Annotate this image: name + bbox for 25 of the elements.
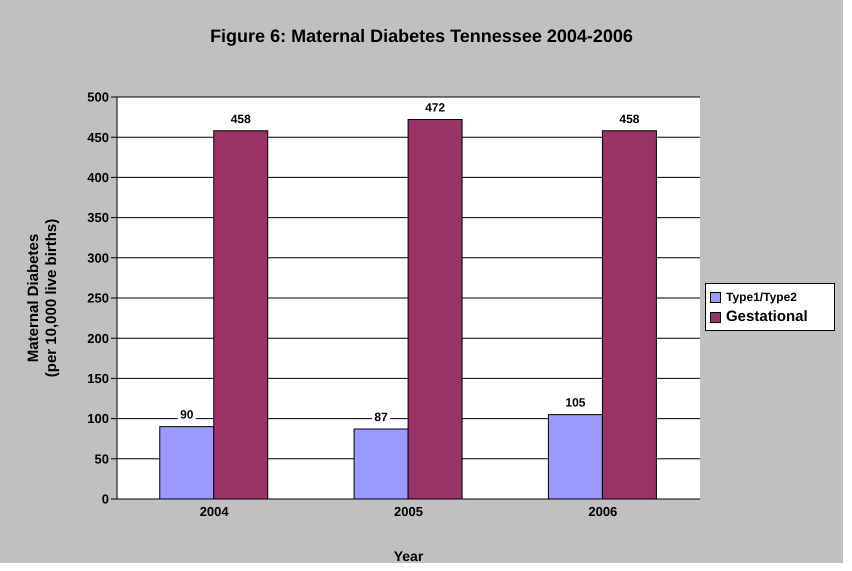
legend-label: Type1/Type2 (726, 289, 797, 306)
y-tick-label: 350 (87, 210, 109, 226)
y-tick-label: 300 (87, 250, 109, 266)
data-label: 87 (374, 410, 388, 424)
y-tick-label: 50 (94, 451, 109, 466)
y-tick-label: 100 (87, 411, 109, 426)
y-tick-label: 0 (102, 492, 109, 507)
y-tick-label: 200 (87, 330, 109, 346)
x-tick-label: 2004 (200, 504, 230, 520)
data-label: 105 (565, 396, 586, 410)
y-axis-title: Maternal Diabetes (per 10,000 live births) (25, 218, 60, 378)
x-tick-label: 2006 (588, 504, 618, 520)
y-tick-label: 450 (87, 130, 109, 145)
x-axis-title: Year (394, 548, 424, 564)
y-tick-label: 400 (87, 170, 109, 186)
y-tick-label: 250 (87, 290, 109, 306)
data-label: 90 (180, 408, 194, 422)
data-label: 472 (425, 100, 446, 115)
chart-title: Figure 6: Maternal Diabetes Tennessee 2004-2006 (209, 26, 634, 47)
data-label: 458 (230, 112, 252, 126)
y-tick-label: 150 (87, 371, 109, 386)
legend-label: Gestational (726, 307, 808, 327)
y-tick-label: 500 (87, 90, 109, 105)
x-tick-label: 2005 (394, 504, 423, 520)
data-label: 458 (619, 112, 640, 126)
